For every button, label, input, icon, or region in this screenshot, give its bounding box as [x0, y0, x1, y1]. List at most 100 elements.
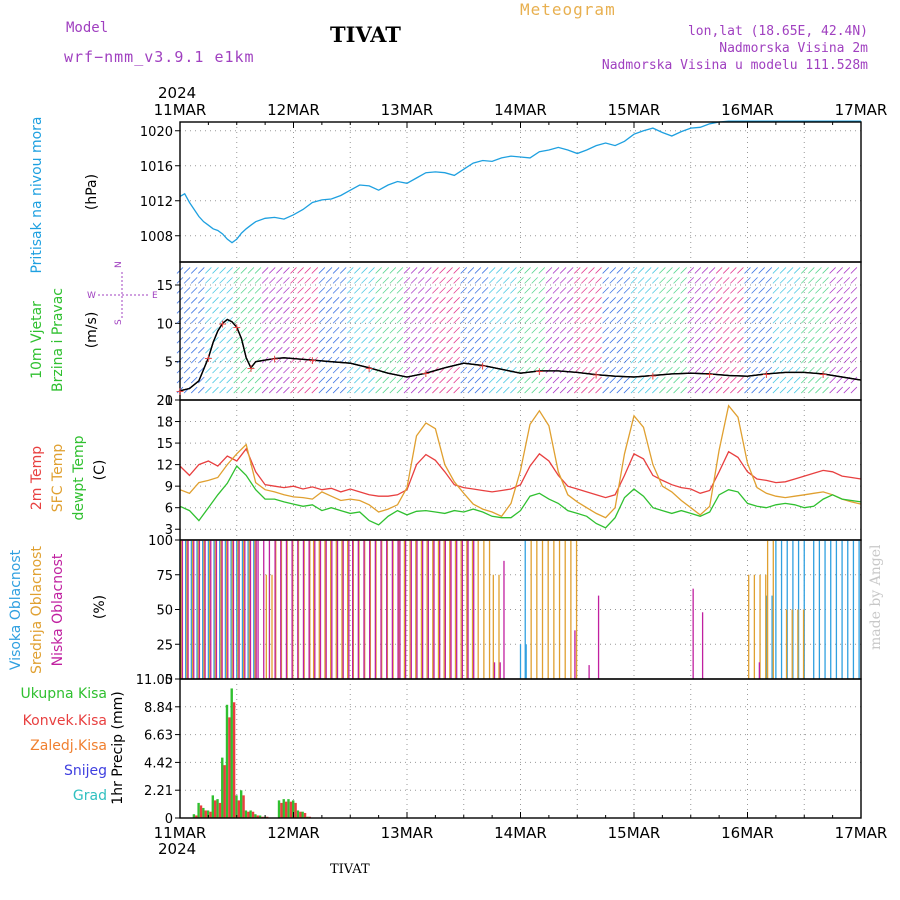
wind-barb [708, 356, 716, 364]
wind-barb [424, 307, 432, 314]
wind-barb [290, 277, 297, 284]
wind-barb [765, 267, 773, 274]
wind-barb [793, 386, 801, 394]
wind-barb [495, 267, 503, 274]
wind-barb [247, 307, 255, 314]
wind-barb [715, 346, 723, 354]
wind-barb [588, 287, 595, 294]
wind-barb [730, 307, 737, 314]
temp-ylabel-2m: 2m Temp [29, 446, 45, 510]
wind-barb [751, 386, 758, 394]
wind-barb [687, 287, 695, 294]
wind-barb [460, 376, 468, 384]
wind-barb [247, 267, 255, 274]
wind-barb [226, 356, 233, 364]
wind-barb [226, 297, 233, 304]
wind-barb [581, 267, 588, 274]
wind-barb [772, 277, 780, 284]
wind-barb [190, 346, 198, 354]
wind-barb [673, 267, 680, 274]
wind-barb [346, 386, 354, 394]
wind-barb [722, 376, 730, 384]
wind-barb [687, 307, 695, 314]
wind-barb [559, 287, 567, 294]
wind-barb [488, 356, 496, 364]
wind-barb [602, 336, 609, 344]
wind-barb [808, 356, 815, 364]
wind-barb [346, 356, 354, 364]
wind-barb [368, 287, 375, 294]
wind-barb [205, 316, 212, 324]
precip-bar [228, 717, 231, 818]
wind-barb [382, 326, 390, 334]
y-tick-label: 1020 [140, 125, 173, 140]
wind-barb [354, 326, 361, 334]
wind-barb [254, 316, 262, 324]
wind-barb [424, 277, 432, 284]
wind-barb [297, 307, 304, 314]
wind-barb [467, 297, 475, 304]
wind-barb [815, 346, 822, 354]
wind-barb [737, 326, 744, 334]
wind-barb [354, 316, 361, 324]
wind-barb [396, 277, 404, 284]
elevation-label: Nadmorska Visina 2m [719, 41, 868, 56]
wind-barb [836, 336, 844, 344]
wind-barb [403, 346, 411, 354]
wind-barb [510, 307, 517, 314]
wind-barb [694, 356, 702, 364]
wind-barb [588, 346, 595, 354]
wind-barb [836, 346, 844, 354]
wind-barb [197, 346, 205, 354]
wind-barb [758, 326, 765, 334]
temperature-series-2m-temp [179, 447, 862, 499]
wind-barb [659, 287, 666, 294]
wind-barb [254, 386, 262, 394]
wind-barb [488, 346, 496, 354]
y-tick-label: 100 [148, 534, 173, 549]
temperature-panel [175, 399, 862, 541]
wind-barb [361, 376, 368, 384]
wind-barb [651, 346, 659, 354]
wind-barb [304, 287, 311, 294]
precip-bar [280, 802, 283, 818]
wind-barb [559, 386, 567, 394]
x-tick-top-label: 15MAR [608, 101, 661, 119]
wind-barb [843, 287, 851, 294]
wind-barb [765, 356, 773, 364]
wind-barb [396, 287, 404, 294]
wind-barb [566, 307, 574, 314]
wind-barb [715, 386, 723, 394]
wind-barb [644, 336, 652, 344]
wind-barb [829, 326, 836, 334]
wind-barb [673, 346, 680, 354]
precip-bar [216, 799, 219, 818]
y-tick-label: 0 [165, 394, 173, 409]
wind-barb [325, 356, 333, 364]
wind-barb [268, 376, 276, 384]
wind-barb [808, 287, 815, 294]
wind-barb [219, 277, 226, 284]
wind-barb [183, 267, 191, 274]
wind-barb [467, 336, 475, 344]
wind-barb [566, 346, 574, 354]
wind-barb [581, 356, 588, 364]
wind-barb [850, 316, 858, 324]
wind-barb [800, 277, 808, 284]
wind-barb [233, 386, 241, 394]
wind-barb [254, 287, 262, 294]
wind-barb [651, 386, 659, 394]
wind-barb [616, 316, 624, 324]
wind-barb [715, 336, 723, 344]
wind-barb [822, 356, 829, 364]
wind-barb [836, 356, 844, 364]
wind-barb [609, 297, 617, 304]
wind-barb [403, 297, 411, 304]
wind-barb [538, 336, 546, 344]
wind-speed-line [179, 318, 862, 392]
wind-barb [737, 297, 744, 304]
wind-barb [212, 386, 219, 394]
precip-bar [199, 805, 203, 818]
x-tick-top-label: 13MAR [381, 101, 434, 119]
precip-legend-4: Grad [73, 788, 107, 804]
